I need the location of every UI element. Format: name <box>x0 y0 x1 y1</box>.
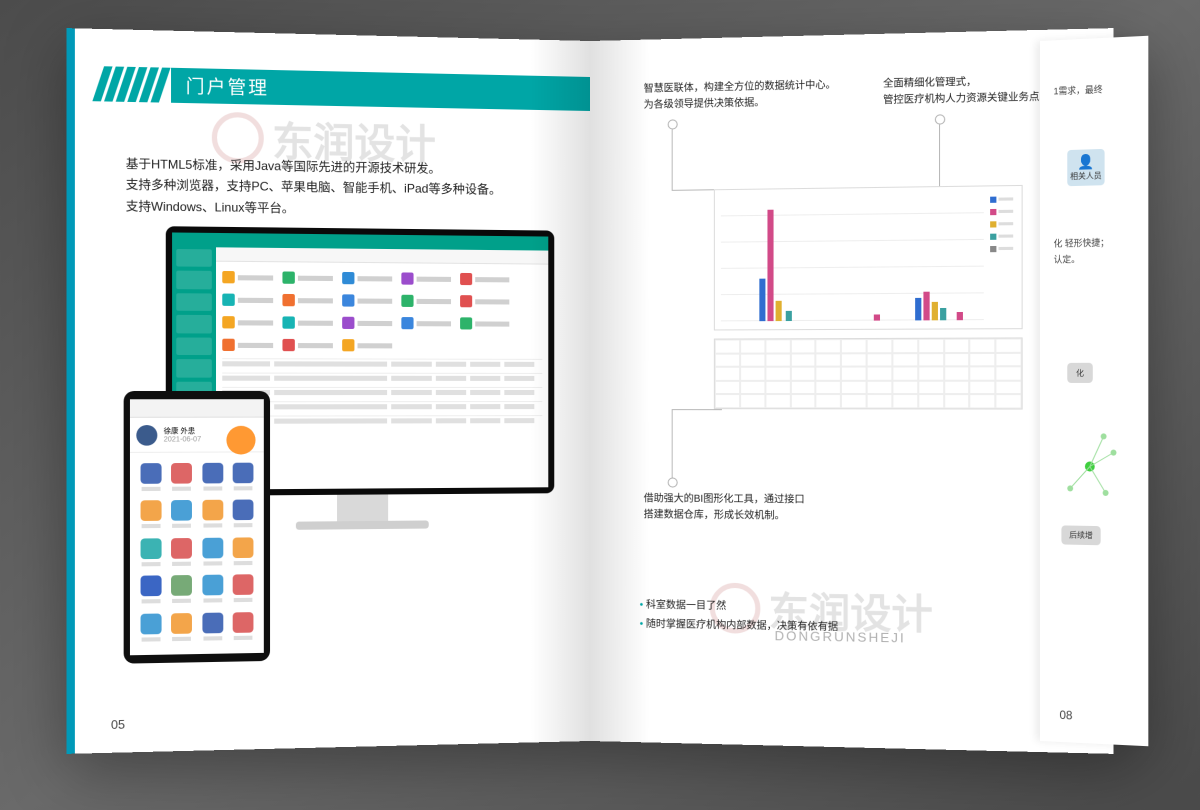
app-tile[interactable] <box>401 292 456 311</box>
app-tile[interactable] <box>401 314 456 332</box>
phone-app-icon[interactable] <box>200 537 225 568</box>
callout-line <box>672 409 673 479</box>
phone-app-icon[interactable] <box>200 612 225 644</box>
phone-app-icon[interactable] <box>231 574 255 605</box>
phone-app-grid <box>130 452 264 655</box>
network-graph-icon <box>1059 431 1118 502</box>
book-mockup: 门户管理 东润设计 基于HTML5标准，采用Java等国际先进的开源技术研发。 … <box>80 41 1120 741</box>
page-08-strip: 1需求，最终 👤 相关人员 化 轻形快捷； 认定。 化 后续增 08 <box>1040 36 1148 747</box>
callout-dot <box>935 114 945 124</box>
data-table-panel <box>714 337 1023 409</box>
phone-app-icon[interactable] <box>138 613 163 645</box>
app-tile[interactable] <box>342 269 397 288</box>
phone-username: 徐康 外患 <box>164 426 202 436</box>
page-title: 门户管理 <box>171 68 590 111</box>
callout-dot <box>668 119 678 129</box>
phone-app-icon[interactable] <box>169 538 194 570</box>
callout-line <box>672 129 673 189</box>
page-number: 05 <box>111 717 125 732</box>
app-tile[interactable] <box>282 313 338 332</box>
strip-chip: 化 <box>1067 363 1093 383</box>
app-tile[interactable] <box>342 314 397 333</box>
phone-app-icon[interactable] <box>231 500 255 531</box>
header: 门户管理 <box>75 66 590 111</box>
chart-bar <box>957 312 963 320</box>
header-slashes <box>98 66 164 102</box>
callout-line <box>672 409 722 410</box>
app-tile[interactable] <box>282 268 338 287</box>
phone-app-icon[interactable] <box>138 538 163 570</box>
chart-bar <box>874 314 880 320</box>
app-tile[interactable] <box>282 336 338 355</box>
page-number: 08 <box>1059 708 1072 723</box>
phone-app-icon[interactable] <box>200 500 225 531</box>
phone-app-icon[interactable] <box>231 463 255 494</box>
fab-button[interactable] <box>226 426 255 455</box>
app-tile[interactable] <box>222 268 278 287</box>
bullet-item: 随时掌握医疗机构内部数据，决策有依有据 <box>640 615 838 637</box>
callout-line <box>939 125 940 186</box>
description-block: 基于HTML5标准，采用Java等国际先进的开源技术研发。 支持多种浏览器，支持… <box>126 153 501 221</box>
bar-chart-panel <box>714 185 1023 331</box>
app-tile[interactable] <box>460 270 514 289</box>
phone-app-icon[interactable] <box>169 463 194 494</box>
mobile-phone: 徐康 外患 2021-06-07 <box>124 391 270 664</box>
phone-app-icon[interactable] <box>169 575 194 607</box>
phone-user-card: 徐康 外患 2021-06-07 <box>130 418 264 453</box>
phone-date: 2021-06-07 <box>164 436 202 443</box>
chart-bar <box>776 301 782 321</box>
strip-chip-person: 👤 相关人员 <box>1067 149 1104 186</box>
phone-app-icon[interactable] <box>231 612 255 644</box>
app-tile[interactable] <box>342 336 397 354</box>
chart-bar <box>923 292 929 321</box>
chart-bar <box>940 308 946 320</box>
phone-app-icon[interactable] <box>169 500 194 531</box>
phone-app-icon[interactable] <box>138 501 163 533</box>
phone-app-icon[interactable] <box>231 537 255 568</box>
feature-3: 借助强大的BI图形化工具，通过接口 搭建数据仓库，形成长效机制。 <box>644 491 805 524</box>
page-left: 门户管理 东润设计 基于HTML5标准，采用Java等国际先进的开源技术研发。 … <box>66 28 590 754</box>
phone-screen: 徐康 外患 2021-06-07 <box>130 399 264 655</box>
phone-app-icon[interactable] <box>200 575 225 607</box>
bullet-list: 科室数据一目了然 随时掌握医疗机构内部数据，决策有依有据 <box>640 596 838 638</box>
app-tile[interactable] <box>222 290 278 309</box>
chart-bar <box>786 311 792 321</box>
app-tile[interactable] <box>342 291 397 310</box>
strip-text: 认定。 <box>1054 252 1080 266</box>
chart-bar <box>767 210 773 321</box>
app-tile[interactable] <box>222 313 278 332</box>
strip-chip: 后续增 <box>1061 525 1100 545</box>
callout-dot <box>668 477 678 487</box>
app-tile[interactable] <box>401 269 456 288</box>
phone-app-icon[interactable] <box>138 463 163 494</box>
strip-text: 化 轻形快捷； <box>1054 236 1109 250</box>
app-tile[interactable] <box>460 292 514 310</box>
page-right: 智慧医联体，构建全方位的数据统计中心。 为各级领导提供决策依据。 全面精细化管理… <box>590 28 1114 754</box>
avatar <box>136 424 157 445</box>
phone-app-icon[interactable] <box>200 463 225 494</box>
phone-app-icon[interactable] <box>138 576 163 608</box>
app-tile[interactable] <box>460 314 514 332</box>
feature-1: 智慧医联体，构建全方位的数据统计中心。 为各级领导提供决策依据。 <box>644 78 836 113</box>
phone-header <box>130 399 264 418</box>
app-tile[interactable] <box>282 291 338 310</box>
feature-2: 全面精细化管理式， 管控医疗机构人力资源关键业务点。 <box>883 73 1050 108</box>
app-tile[interactable] <box>222 336 278 355</box>
phone-app-icon[interactable] <box>169 613 194 645</box>
chart-bar <box>759 279 765 322</box>
strip-text: 1需求，最终 <box>1054 82 1103 97</box>
chart-bar <box>915 298 921 321</box>
chart-bar <box>932 302 938 320</box>
